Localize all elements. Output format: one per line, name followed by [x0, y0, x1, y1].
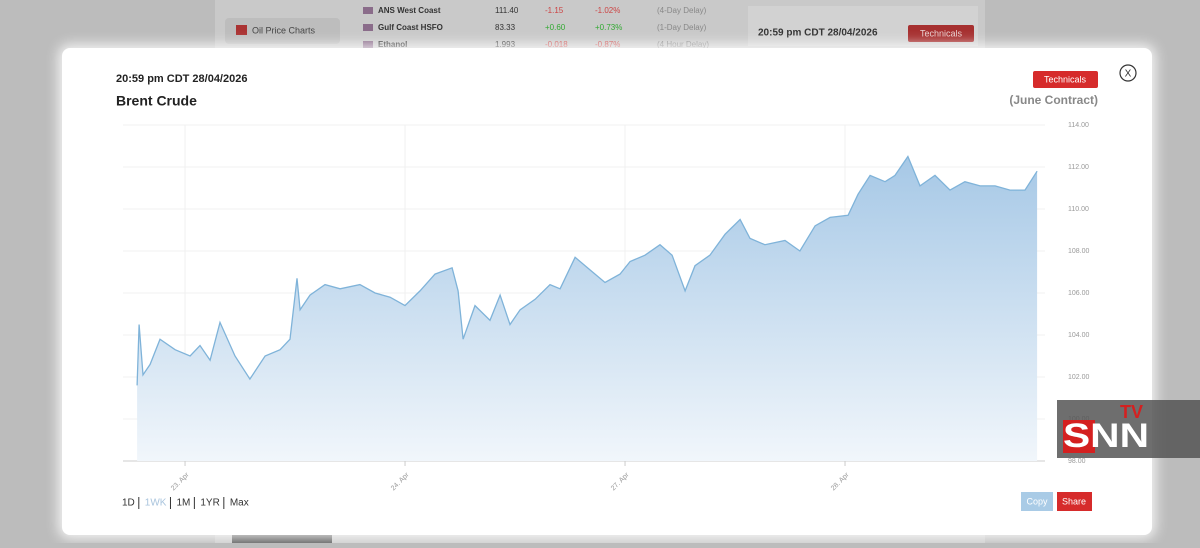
y-tick-label: 112.00	[1068, 164, 1089, 171]
menu-icon	[236, 25, 247, 35]
range-option[interactable]: Max	[230, 498, 249, 509]
background-cell: +0.60	[545, 23, 566, 32]
close-label[interactable]: X	[1125, 69, 1132, 80]
background-cell: 83.33	[495, 23, 516, 32]
y-tick-label: 108.00	[1068, 248, 1090, 255]
menu-item-box	[225, 18, 340, 44]
watermark-sub: TV	[1120, 402, 1143, 422]
background-cell: ANS West Coast	[378, 6, 441, 15]
background-timestamp: 20:59 pm CDT 28/04/2026	[758, 28, 878, 39]
close-button[interactable]	[1119, 64, 1137, 82]
background-cell: (4-Day Delay)	[657, 6, 707, 15]
y-tick-label: 102.00	[1068, 374, 1090, 381]
menu-item[interactable]: Oil Price Charts	[252, 25, 316, 35]
y-tick-label: 106.00	[1068, 290, 1090, 297]
line	[136, 155, 1038, 386]
watermark-main: SNN	[1063, 417, 1149, 455]
y-tick-label: 98.00	[1068, 458, 1086, 465]
watermark-red	[1063, 420, 1095, 453]
y-tick-label: 110.00	[1068, 206, 1089, 213]
y-tick-label: 114.00	[1068, 122, 1089, 129]
area	[137, 156, 1038, 461]
flag	[363, 7, 373, 14]
flag	[363, 24, 373, 31]
range-option[interactable]: 1YR	[200, 498, 219, 509]
share-label[interactable]: Share	[1062, 496, 1086, 506]
range-selector: 1D 1WK 1M 1YR Max	[122, 497, 249, 509]
background-cell: (1-Day Delay)	[657, 23, 707, 32]
range-option[interactable]: 1M	[176, 498, 190, 509]
background-cell: -1.02%	[595, 6, 620, 15]
copy-label[interactable]: Copy	[1026, 496, 1048, 506]
y-tick-label: 104.00	[1068, 332, 1090, 339]
background-cell: Gulf Coast HSFO	[378, 23, 443, 32]
range-option[interactable]: 1D	[122, 498, 135, 509]
share-button[interactable]	[1057, 492, 1092, 511]
background-cell: +0.73%	[595, 23, 622, 32]
modal-title: Brent Crude	[116, 93, 197, 109]
contract-label: (June Contract)	[1009, 93, 1098, 107]
technicals-label[interactable]: Technicals	[1044, 74, 1087, 84]
background-technicals[interactable]	[908, 25, 974, 42]
background-cell: -1.15	[545, 6, 564, 15]
copy-button[interactable]	[1021, 492, 1053, 511]
range-option[interactable]: 1WK	[145, 498, 167, 509]
technicals-button[interactable]	[1033, 71, 1098, 88]
background-cell: 111.40	[495, 6, 519, 15]
background-technicals-label[interactable]: Technicals	[920, 28, 963, 38]
modal-timestamp: 20:59 pm CDT 28/04/2026	[116, 73, 247, 85]
